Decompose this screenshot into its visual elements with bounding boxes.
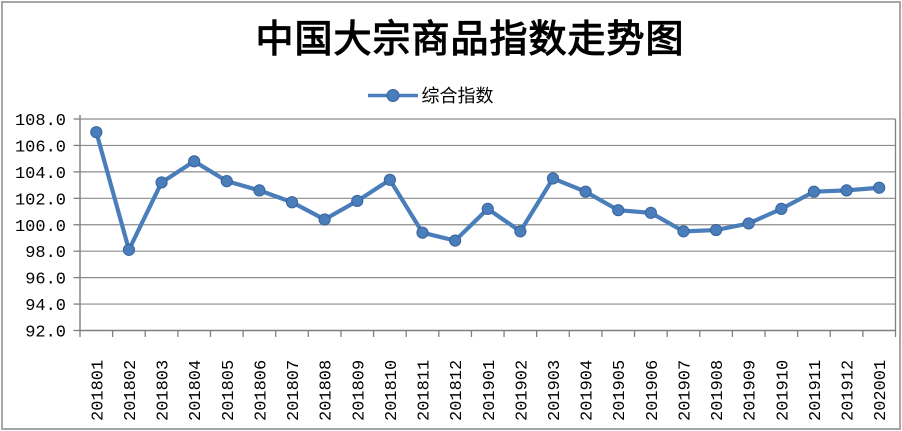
legend-series-label: 综合指数 <box>421 86 494 107</box>
x-tick-label: 201910 <box>774 360 793 421</box>
data-point-marker <box>579 185 592 198</box>
y-tick-label: 102.0 <box>15 191 66 210</box>
x-tick-label: 201802 <box>122 360 141 421</box>
x-tick-label: 201808 <box>318 360 337 421</box>
data-point-marker <box>873 181 886 194</box>
data-point-marker <box>318 213 331 226</box>
x-tick-label: 201801 <box>89 360 108 421</box>
data-point-marker <box>122 243 136 256</box>
x-tick-label: 201908 <box>709 360 728 421</box>
data-point-marker <box>807 185 821 198</box>
y-tick-label: 104.0 <box>15 165 66 184</box>
x-tick-label: 201907 <box>676 360 695 421</box>
x-tick-label: 201811 <box>416 360 435 421</box>
data-point-marker <box>220 175 233 188</box>
legend-line-marker-icon <box>367 88 419 103</box>
data-point-marker <box>742 217 755 230</box>
data-point-marker <box>155 176 168 189</box>
x-tick-label: 201912 <box>840 360 859 421</box>
x-tick-label: 201806 <box>252 360 271 421</box>
data-point-marker <box>383 173 396 186</box>
x-tick-label: 201901 <box>481 360 500 421</box>
x-tick-label: 201905 <box>611 360 630 421</box>
x-tick-label: 202001 <box>872 360 891 421</box>
x-tick-label: 201902 <box>513 360 532 421</box>
x-tick-label: 201809 <box>350 360 369 421</box>
data-point-marker <box>253 184 266 197</box>
x-tick-label: 201803 <box>155 360 174 421</box>
data-point-marker <box>709 223 723 237</box>
y-tick-label: 108.0 <box>15 112 66 131</box>
data-point-marker <box>416 226 429 239</box>
legend: 综合指数 <box>0 82 881 108</box>
x-tick-label: 201810 <box>383 360 402 421</box>
data-point-marker <box>449 234 462 247</box>
x-tick-label: 201904 <box>579 360 598 421</box>
data-point-marker <box>775 202 788 215</box>
y-tick-label: 98.0 <box>25 244 66 263</box>
x-tick-label: 201903 <box>546 360 565 421</box>
y-tick-label: 106.0 <box>15 138 66 157</box>
data-point-marker <box>481 202 494 215</box>
y-tick-label: 92.0 <box>25 324 66 343</box>
data-point-marker <box>546 172 560 185</box>
x-tick-label: 201804 <box>187 360 206 421</box>
chart-title: 中国大宗商品指数走势图 <box>255 16 685 61</box>
y-tick-label: 96.0 <box>25 271 66 290</box>
x-tick-label: 201906 <box>644 360 663 421</box>
data-point-marker <box>677 225 690 238</box>
data-point-marker <box>285 196 299 209</box>
x-tick-label: 201805 <box>220 360 239 421</box>
data-point-marker <box>351 194 364 208</box>
data-point-marker <box>612 204 625 217</box>
data-point-marker <box>90 126 103 139</box>
data-point-marker <box>188 155 201 168</box>
data-point-marker <box>644 206 657 219</box>
series-line <box>94 130 882 252</box>
y-tick-label: 94.0 <box>25 297 66 316</box>
y-tick-label: 100.0 <box>15 218 66 237</box>
data-point-marker <box>840 184 853 197</box>
x-tick-label: 201909 <box>742 360 761 421</box>
x-tick-label: 201911 <box>807 360 826 421</box>
data-point-marker <box>514 225 527 238</box>
x-tick-label: 201807 <box>285 360 304 421</box>
x-tick-label: 201812 <box>448 360 467 421</box>
